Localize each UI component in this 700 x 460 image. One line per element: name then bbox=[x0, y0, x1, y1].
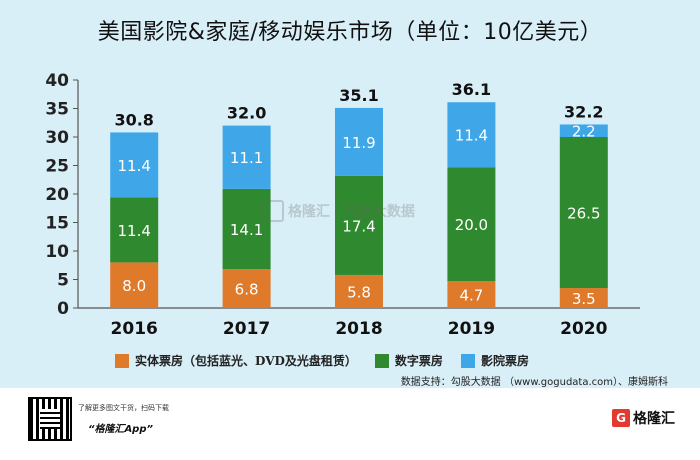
bar-value-label: 11.1 bbox=[230, 149, 263, 167]
qr-code-icon bbox=[28, 397, 72, 441]
y-tick-label: 0 bbox=[57, 299, 69, 319]
legend-item-theater: 影院票房 bbox=[460, 352, 529, 369]
y-tick-label: 10 bbox=[45, 242, 69, 262]
watermark: 格隆汇 | 勾股大数据 bbox=[262, 200, 415, 222]
legend: 实体票房（包括蓝光、DVD及光盘租赁） 数字票房 影院票房 bbox=[115, 352, 547, 369]
bar-segment bbox=[222, 269, 271, 308]
bar-value-label: 8.0 bbox=[122, 277, 146, 295]
watermark-logo-icon bbox=[262, 200, 284, 222]
bar-segment bbox=[559, 288, 608, 308]
y-tick-label: 35 bbox=[45, 100, 69, 120]
footer-logo: G 格隆汇 bbox=[612, 408, 675, 428]
bar-segment bbox=[447, 167, 496, 282]
logo-text: 格隆汇 bbox=[633, 411, 675, 427]
legend-item-physical: 实体票房（包括蓝光、DVD及光盘租赁） bbox=[115, 352, 357, 369]
y-tick-label: 25 bbox=[45, 157, 69, 177]
x-tick-label: 2017 bbox=[223, 319, 270, 339]
bar-segment bbox=[335, 107, 383, 176]
bar-total-label: 35.1 bbox=[339, 86, 378, 105]
bar-value-label: 6.8 bbox=[235, 281, 259, 299]
chart-title: 美国影院&家庭/移动娱乐市场（单位：10亿美元） bbox=[97, 20, 603, 45]
bar-value-label: 20.0 bbox=[455, 216, 488, 234]
chart-plot: 0 5 10 15 20 25 30 35 40 8.0 11.4 11.4 30.8 2016 6.8 14… bbox=[45, 71, 640, 339]
bar-segment bbox=[559, 137, 608, 289]
watermark-text: 格隆汇 | 勾股大数据 bbox=[288, 204, 415, 220]
bar-total-label: 36.1 bbox=[452, 80, 491, 99]
bar-segment bbox=[110, 132, 159, 198]
bar-value-label: 11.4 bbox=[455, 127, 488, 145]
x-tick-label: 2016 bbox=[111, 319, 158, 339]
footer-app-name: “格隆汇App” bbox=[88, 424, 153, 435]
bar-total-label: 32.2 bbox=[564, 102, 603, 121]
legend-swatch-physical bbox=[115, 353, 129, 368]
bar-segment bbox=[110, 197, 159, 263]
bar-value-label: 3.5 bbox=[572, 290, 596, 308]
x-tick-label: 2018 bbox=[335, 319, 382, 339]
bar-segment bbox=[447, 281, 496, 308]
source-note: 数据支持：勾股大数据 （www.gogudata.com）、康姆斯科 bbox=[400, 377, 668, 388]
footer-note: 了解更多图文干货，扫码下载 bbox=[78, 404, 169, 412]
y-tick-label: 30 bbox=[45, 128, 69, 148]
y-tick-label: 15 bbox=[45, 214, 69, 234]
bar-segment bbox=[447, 102, 496, 168]
legend-label-physical: 实体票房（包括蓝光、DVD及光盘租赁） bbox=[135, 354, 357, 368]
bar-segment bbox=[110, 262, 159, 308]
bar-value-label: 17.4 bbox=[342, 217, 375, 235]
legend-label-digital: 数字票房 bbox=[394, 354, 443, 368]
bar-value-label: 11.9 bbox=[342, 134, 375, 152]
bar-value-label: 11.4 bbox=[117, 157, 150, 175]
bar-segment bbox=[559, 124, 608, 137]
y-tick-label: 20 bbox=[45, 185, 69, 205]
bar-segment bbox=[335, 274, 383, 308]
bar-value-label: 2.2 bbox=[572, 123, 596, 141]
bar-value-label: 5.8 bbox=[347, 283, 371, 301]
y-tick-label: 5 bbox=[57, 271, 69, 291]
footer-banner bbox=[0, 388, 700, 460]
x-tick-label: 2020 bbox=[560, 319, 607, 339]
bar-value-label: 14.1 bbox=[230, 221, 263, 239]
bar-segment bbox=[335, 175, 383, 275]
legend-item-digital: 数字票房 bbox=[374, 352, 443, 369]
y-tick-label: 40 bbox=[45, 71, 69, 91]
legend-label-theater: 影院票房 bbox=[480, 354, 529, 368]
x-tick-label: 2019 bbox=[448, 319, 495, 339]
bar-segment bbox=[222, 125, 271, 189]
bar-total-label: 32.0 bbox=[227, 104, 266, 123]
legend-swatch-theater bbox=[460, 353, 475, 368]
bar-total-label: 30.8 bbox=[114, 110, 153, 129]
logo-icon: G bbox=[612, 409, 630, 427]
legend-swatch-digital bbox=[374, 353, 389, 368]
bar-value-label: 26.5 bbox=[567, 205, 600, 223]
bar-value-label: 4.7 bbox=[459, 287, 483, 305]
bar-value-label: 11.4 bbox=[117, 222, 150, 240]
